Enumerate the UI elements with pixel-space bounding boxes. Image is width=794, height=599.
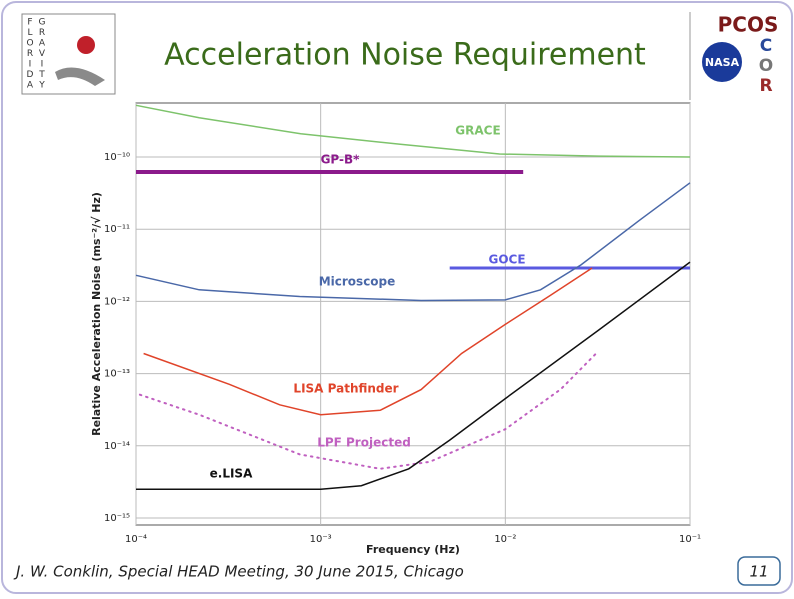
x-tick-label: 10⁻¹ <box>679 534 701 545</box>
page-number-box <box>737 556 781 586</box>
logo-letter: D <box>27 70 34 80</box>
y-tick-label: 10⁻¹⁰ <box>104 152 130 163</box>
page-number: 11 <box>749 563 768 581</box>
logo-letter: I <box>29 60 32 70</box>
cor-letter: O <box>759 56 773 76</box>
logo-letter: R <box>27 49 33 59</box>
series-label: GP-B* <box>321 153 361 167</box>
nasa-logo: NASA <box>705 56 740 69</box>
y-tick-label: 10⁻¹³ <box>104 369 130 380</box>
series-line <box>135 104 691 158</box>
x-tick-label: 10⁻² <box>494 534 516 545</box>
series-line <box>143 267 593 416</box>
series-label: LISA Pathfinder <box>293 382 398 396</box>
x-tick-label: 10⁻³ <box>310 534 332 545</box>
x-axis-label: Frequency (Hz) <box>366 543 460 556</box>
slide-title: Acceleration Noise Requirement <box>164 38 646 73</box>
series-label: GRACE <box>455 124 500 138</box>
series-line <box>138 352 598 470</box>
series-label: GOCE <box>488 253 525 267</box>
logo-letter: A <box>27 81 34 91</box>
series-label: LPF Projected <box>317 436 411 450</box>
series-line <box>136 261 691 491</box>
logo-letter: G <box>39 18 46 28</box>
nasa-logo-bg <box>702 42 742 82</box>
cor-letter: C <box>760 36 772 56</box>
logo-letter: T <box>38 70 45 80</box>
x-tick-label: 10⁻⁴ <box>125 534 147 545</box>
series-label: Microscope <box>319 275 396 289</box>
logo-letter: V <box>39 49 46 59</box>
y-tick-label: 10⁻¹⁵ <box>104 513 130 524</box>
logo-letter: R <box>39 28 45 38</box>
y-tick-label: 10⁻¹⁴ <box>104 441 130 452</box>
apple-icon <box>77 36 95 54</box>
series-line <box>135 182 691 302</box>
logo-letter: I <box>41 60 44 70</box>
plot-area <box>135 102 691 526</box>
logo-letter: Y <box>38 81 45 91</box>
logo-letter: L <box>27 28 32 38</box>
y-tick-label: 10⁻¹¹ <box>104 224 130 235</box>
cor-letter: R <box>759 76 772 96</box>
logo-letter: A <box>39 39 46 49</box>
y-tick-label: 10⁻¹² <box>104 296 130 307</box>
gator-icon <box>55 67 105 86</box>
y-axis-label: Relative Acceleration Noise (ms⁻²/√ Hz) <box>90 192 103 436</box>
logo-letter: F <box>27 18 32 28</box>
logo-letter: O <box>26 39 33 49</box>
footer: J. W. Conklin, Special HEAD Meeting, 30 … <box>13 563 464 581</box>
pcos-logo: PCOS <box>718 13 779 37</box>
series-label: e.LISA <box>210 467 253 481</box>
